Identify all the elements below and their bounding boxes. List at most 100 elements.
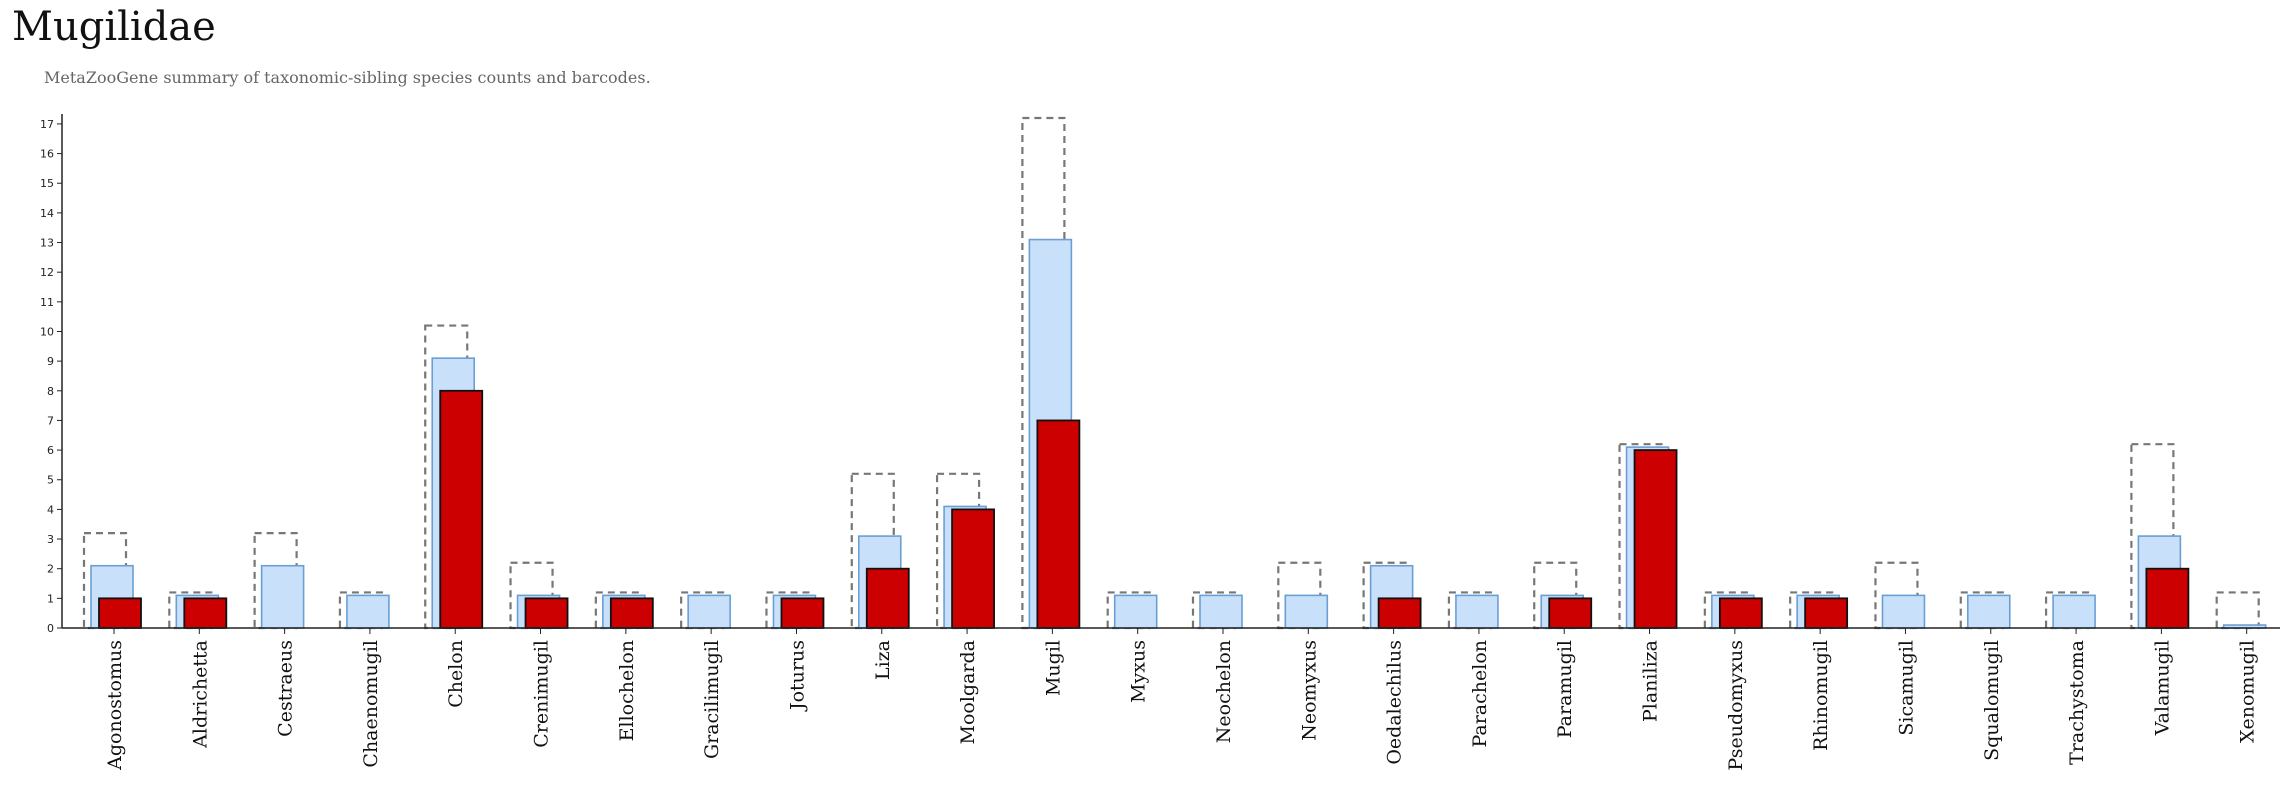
bar-group-planiliza: [1618, 443, 1678, 630]
x-tick-label: Crenimugil: [531, 640, 553, 748]
x-tick-label: Ellochelon: [616, 640, 638, 741]
bar-light-gracilimugil: [687, 594, 731, 629]
y-tick: 12: [40, 266, 62, 279]
bar-group-oedalechilus: [1362, 561, 1422, 630]
y-tick: 11: [40, 296, 62, 309]
bar-group-chaenomugil: [338, 591, 390, 630]
bar-group-aldrichetta: [168, 591, 228, 630]
bar-group-liza: [850, 472, 910, 630]
y-tick: 16: [40, 148, 62, 161]
x-tick-label: Gracilimugil: [701, 640, 723, 759]
y-tick: 5: [47, 474, 62, 487]
bar-group-agonostomus: [82, 532, 142, 630]
y-tick: 2: [47, 563, 62, 576]
bar-group-myxus: [1106, 591, 1158, 630]
bar-group-moolgarda: [935, 472, 995, 630]
bar-group-joturus: [765, 591, 825, 630]
bar-red-liza: [865, 567, 910, 629]
bar-light-neochelon: [1199, 594, 1243, 629]
bar-red-rhinomugil: [1804, 597, 1849, 629]
bar-red-joturus: [780, 597, 825, 629]
y-tick-label: 4: [47, 503, 54, 516]
y-tick: 13: [40, 237, 62, 250]
bar-red-ellochelon: [609, 597, 654, 629]
bar-group-xenomugil: [2215, 591, 2267, 630]
bar-group-sicamugil: [1874, 561, 1926, 630]
x-tick-label: Aldrichetta: [189, 640, 211, 749]
y-tick-label: 15: [40, 177, 54, 190]
x-tick-label: Squalomugil: [1981, 640, 2003, 761]
bar-red-aldrichetta: [183, 597, 228, 629]
y-tick: 15: [40, 177, 62, 190]
y-tick-label: 8: [47, 385, 54, 398]
y-tick: 0: [47, 622, 62, 635]
bar-red-chelon: [439, 389, 484, 629]
bar-light-parachelon: [1455, 594, 1499, 629]
y-tick-label: 5: [47, 474, 54, 487]
x-tick-label: Valamugil: [2151, 640, 2173, 736]
y-tick-label: 3: [47, 533, 54, 546]
x-tick-label: Paramugil: [1554, 640, 1576, 738]
bar-light-cestraeus: [260, 564, 305, 629]
y-tick-label: 1: [47, 592, 54, 605]
bar-red-crenimugil: [524, 597, 569, 629]
bar-group-rhinomugil: [1789, 591, 1849, 630]
y-tick: 4: [47, 503, 62, 516]
y-tick: 14: [40, 207, 62, 220]
bar-light-neomyxus: [1284, 594, 1329, 629]
x-tick-label: Neochelon: [1213, 640, 1235, 743]
y-tick: 17: [40, 118, 62, 131]
x-tick-label: Trachystoma: [2066, 640, 2088, 765]
x-tick-label: Cestraeus: [275, 640, 297, 737]
y-tick-label: 11: [40, 296, 54, 309]
x-tick-label: Rhinomugil: [1810, 640, 1832, 751]
y-tick-label: 12: [40, 266, 54, 279]
bar-light-myxus: [1113, 594, 1158, 629]
bar-red-valamugil: [2145, 567, 2190, 629]
bar-group-parachelon: [1447, 591, 1499, 630]
y-tick-label: 13: [40, 237, 54, 250]
bar-light-squalomugil: [1966, 594, 2011, 629]
x-tick-label: Sicamugil: [1895, 640, 1917, 736]
bar-group-pseudomyxus: [1703, 591, 1763, 630]
y-tick-label: 7: [47, 414, 54, 427]
bar-group-crenimugil: [509, 561, 569, 630]
x-tick-label: Neomyxus: [1298, 640, 1320, 741]
y-tick: 3: [47, 533, 62, 546]
bar-group-mugil: [1021, 116, 1081, 630]
bar-red-agonostomus: [98, 597, 142, 629]
x-tick-label: Chaenomugil: [360, 640, 382, 768]
bar-group-squalomugil: [1959, 591, 2011, 630]
bar-group-valamugil: [2130, 443, 2190, 630]
y-tick: 9: [47, 355, 62, 368]
bar-group-paramugil: [1533, 561, 1593, 630]
x-tick-label: Planiliza: [1640, 640, 1662, 722]
x-tick-label: Agonostomus: [104, 640, 126, 771]
y-tick: 6: [47, 444, 62, 457]
chart-title: Mugilidae: [12, 4, 216, 50]
y-tick-label: 16: [40, 148, 54, 161]
x-axis-labels: Agonostomus Aldrichetta Cestraeus Chaenomug…: [104, 628, 2259, 771]
axes-group: [61, 114, 2280, 629]
y-tick-label: 0: [47, 622, 54, 635]
y-tick-label: 9: [47, 355, 54, 368]
bar-light-sicamugil: [1881, 594, 1926, 629]
x-tick-label: Xenomugil: [2237, 640, 2259, 743]
chart-subtitle: MetaZooGene summary of taxonomic-sibling…: [44, 68, 651, 87]
bar-red-oedalechilus: [1377, 597, 1422, 629]
bar-group-ellochelon: [594, 591, 654, 630]
x-tick-label: Joturus: [786, 640, 808, 712]
y-tick: 8: [47, 385, 62, 398]
y-tick: 10: [40, 325, 62, 338]
y-tick: 1: [47, 592, 62, 605]
x-tick-label: Myxus: [1128, 640, 1150, 703]
y-tick-label: 6: [47, 444, 54, 457]
bar-group-cestraeus: [253, 532, 305, 630]
bars-group: [82, 116, 2267, 630]
bar-red-moolgarda: [951, 508, 995, 629]
bar-red-paramugil: [1548, 597, 1593, 629]
y-tick-label: 14: [40, 207, 54, 220]
x-tick-label: Parachelon: [1469, 640, 1491, 748]
